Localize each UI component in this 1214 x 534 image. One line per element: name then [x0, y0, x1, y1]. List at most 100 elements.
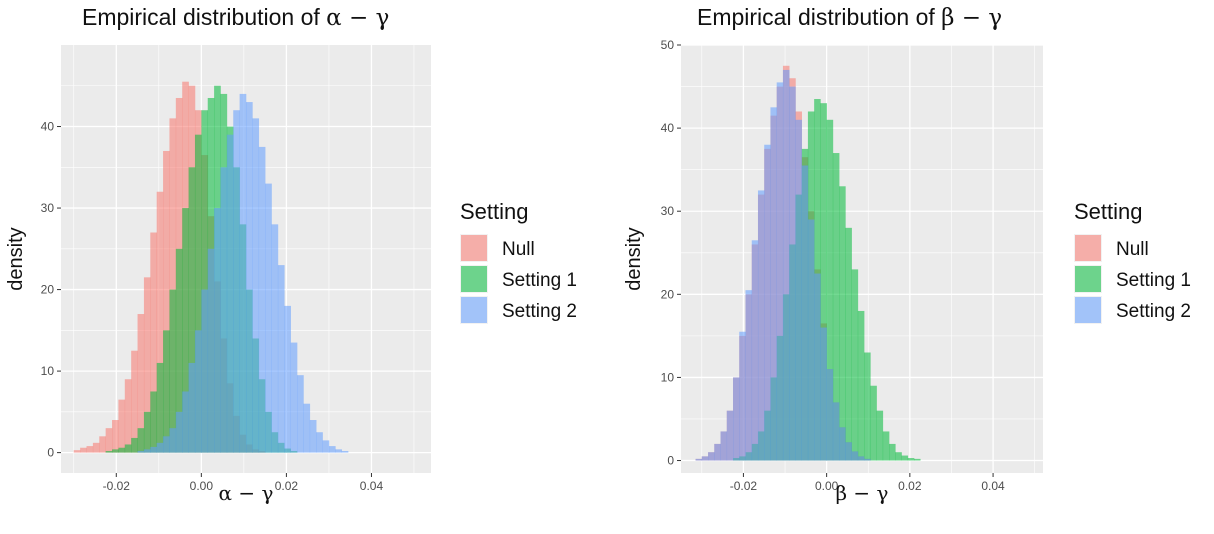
histogram-bar: [201, 110, 209, 453]
histogram-bar: [194, 134, 202, 453]
y-tick-label: 40: [661, 121, 675, 135]
histogram-bar: [156, 191, 164, 453]
histogram-bar: [316, 432, 323, 453]
histogram-bar: [845, 227, 852, 461]
histogram-bar: [163, 150, 170, 453]
histogram-bar: [309, 420, 317, 453]
y-tick-label: 50: [661, 38, 675, 52]
histogram-bar: [131, 350, 138, 453]
histogram-bar: [820, 327, 827, 461]
x-tick-label: -0.02: [730, 479, 758, 493]
histogram-bar: [175, 411, 183, 453]
histogram-bar: [895, 452, 902, 461]
histogram-bar: [739, 331, 746, 461]
histogram-bar: [751, 240, 759, 461]
histogram-bar: [194, 330, 202, 453]
y-tick-label: 20: [41, 283, 55, 297]
legend-label: Setting 2: [1116, 301, 1191, 322]
legend-label: Setting 2: [502, 301, 577, 322]
histogram-bar: [80, 447, 87, 453]
histogram-bar: [335, 449, 342, 453]
chart-title-left: Empirical distribution of α − γ: [82, 4, 389, 31]
histogram-bar: [882, 431, 890, 461]
x-tick-label: 0.02: [275, 479, 299, 493]
histogram-bar: [182, 391, 189, 453]
histogram-bar: [214, 208, 221, 453]
histogram-bar: [832, 402, 840, 461]
legend-title: Setting: [1074, 199, 1143, 224]
chart-panel-1: -0.02 0.00 0.02 0.04 0 10 20 30 40 50 β − γ density…: [623, 38, 1191, 505]
histogram-bar: [807, 219, 815, 461]
histogram-bar: [118, 399, 126, 453]
histogram-bar: [99, 436, 106, 453]
histogram-bar: [826, 369, 834, 461]
chart-title-left-prefix: Empirical distribution of: [82, 4, 327, 30]
histogram-bar: [720, 431, 728, 461]
histogram-bar: [277, 265, 285, 453]
histogram-bar: [220, 167, 228, 453]
histogram-bar: [789, 86, 796, 461]
legend-title: Setting: [460, 199, 529, 224]
histogram-bar: [207, 248, 215, 453]
histogram-bar: [271, 224, 279, 453]
histogram-bar: [303, 403, 311, 453]
histogram-bar: [701, 456, 709, 461]
histogram-bar: [169, 289, 177, 453]
histogram-bar: [745, 290, 753, 461]
histogram-bar: [137, 314, 145, 453]
histogram-bar: [864, 458, 871, 461]
histogram-bar: [757, 190, 765, 461]
y-tick-label: 40: [41, 120, 55, 134]
histogram-bar: [86, 446, 94, 453]
histogram-bar: [163, 436, 170, 453]
y-tick-label: 0: [47, 446, 54, 460]
histogram-bar: [258, 146, 266, 453]
histogram-bar: [143, 449, 151, 453]
histogram-bar: [112, 449, 119, 453]
histogram-bar: [175, 248, 183, 453]
histogram-bar: [733, 377, 740, 461]
histogram-bar: [124, 444, 132, 453]
histogram-bar: [265, 183, 272, 453]
histogram-bar: [150, 232, 157, 453]
histogram-bar: [864, 352, 871, 461]
chart-title-right: Empirical distribution of β − γ: [697, 4, 1002, 31]
histogram-bar: [169, 118, 177, 453]
histogram-bar: [150, 391, 157, 453]
histogram-bar: [131, 437, 138, 453]
histogram-bar: [857, 310, 865, 461]
histogram-bar: [770, 107, 778, 461]
histogram-bar: [889, 443, 896, 461]
histogram-bar: [801, 165, 809, 461]
x-axis-label: β − γ: [836, 481, 889, 505]
legend-key: [461, 297, 487, 323]
histogram-bar: [73, 450, 81, 453]
histogram-bar: [137, 450, 145, 453]
legend-label: Setting 1: [502, 270, 577, 291]
histogram-bar: [239, 93, 247, 453]
histogram-bar: [876, 410, 884, 461]
histogram-bar: [695, 458, 703, 461]
x-tick-label: -0.02: [103, 479, 131, 493]
x-tick-label: 0.00: [190, 479, 214, 493]
histogram-bar: [764, 144, 771, 461]
histogram-bar: [112, 420, 119, 453]
legend: Setting Null Setting 1 Setting 2: [1074, 199, 1191, 324]
chart-title-right-expr: β − γ: [941, 5, 1003, 31]
histogram-bar: [188, 167, 196, 453]
histogram-bar: [92, 442, 100, 453]
histogram-bar: [726, 410, 734, 461]
histogram-bar: [150, 446, 157, 453]
histogram-bar: [290, 342, 298, 453]
histogram-bar: [832, 153, 840, 461]
y-tick-label: 20: [661, 287, 675, 301]
x-tick-label: 0.04: [981, 479, 1005, 493]
legend-key: [1075, 297, 1101, 323]
histogram-bar: [322, 440, 330, 453]
histogram-bar: [252, 118, 260, 453]
chart-title-right-prefix: Empirical distribution of: [697, 4, 942, 30]
histogram-bar: [907, 458, 915, 461]
histogram-bar: [297, 375, 304, 453]
